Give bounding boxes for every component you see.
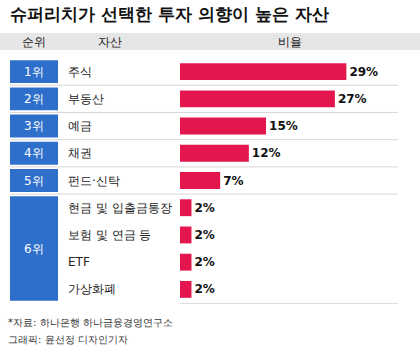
svg-text:5위: 5위 [24,174,44,188]
svg-text:슈퍼리치가 선택한 투자 의향이 높은 자산: 슈퍼리치가 선택한 투자 의향이 높은 자산 [10,4,329,24]
svg-text:2%: 2% [194,228,214,242]
svg-text:현금 및 입출금통장: 현금 및 입출금통장 [68,201,172,215]
svg-text:가상화폐: 가상화폐 [68,282,116,296]
svg-text:15%: 15% [269,119,298,133]
svg-text:예금: 예금 [68,119,92,133]
svg-text:6위: 6위 [24,242,44,256]
svg-text:순위: 순위 [22,35,46,49]
svg-text:자산: 자산 [98,35,122,49]
svg-text:보험 및 연금 등: 보험 및 연금 등 [68,228,151,242]
svg-text:주식: 주식 [68,65,92,79]
svg-text:2위: 2위 [24,92,44,106]
svg-text:*자료: 하나은행 하나금융경영연구소: *자료: 하나은행 하나금융경영연구소 [8,317,173,328]
svg-text:부동산: 부동산 [68,92,104,106]
svg-text:4위: 4위 [24,146,44,160]
svg-text:1위: 1위 [24,65,44,79]
svg-text:7%: 7% [223,174,243,188]
svg-text:2%: 2% [194,282,214,296]
svg-text:채권: 채권 [68,146,92,160]
svg-text:비율: 비율 [278,35,302,49]
svg-text:27%: 27% [338,92,367,106]
svg-text:ETF: ETF [68,255,90,269]
svg-text:2%: 2% [194,201,214,215]
svg-text:3위: 3위 [24,119,44,133]
svg-text:2%: 2% [194,255,214,269]
svg-text:29%: 29% [349,65,378,79]
svg-text:그래픽: 윤선정 디자인기자: 그래픽: 윤선정 디자인기자 [8,334,128,345]
svg-text:펀드·신탁: 펀드·신탁 [68,174,120,188]
svg-text:12%: 12% [252,146,281,160]
